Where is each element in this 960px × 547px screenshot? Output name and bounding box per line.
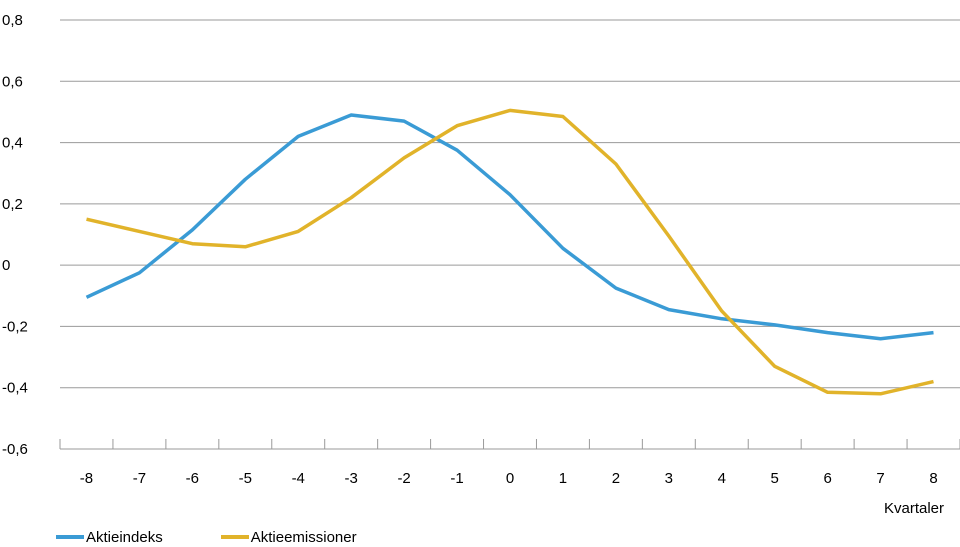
x-tick-label: 7 [876, 470, 884, 487]
x-tick-label: 1 [559, 470, 567, 487]
x-tick-label: -4 [292, 470, 305, 487]
y-tick-label: 0,2 [2, 196, 23, 213]
legend-item-aktieindeks: Aktieindeks [56, 529, 163, 546]
series-lines [85, 108, 934, 396]
y-tick-label: -0,2 [2, 318, 28, 335]
x-tick-label: -2 [397, 470, 410, 487]
series-line-aktieemissioner [86, 108, 934, 396]
legend-item-aktieemissioner: Aktieemissioner [220, 528, 357, 546]
gridlines [60, 19, 960, 389]
y-tick-label: -0,4 [2, 380, 28, 397]
x-axis [59, 439, 960, 450]
x-tick-label: 6 [823, 470, 831, 487]
y-tick-label: 0,6 [2, 73, 23, 90]
x-tick-label: 8 [929, 470, 937, 487]
x-tick-label: -3 [345, 470, 358, 487]
legend: Aktieindeks Aktieemissioner [56, 527, 415, 547]
x-tick-label: -8 [80, 470, 93, 487]
x-tick-labels: -8 -7 -6 -5 -4 -3 -2 -1 0 1 2 3 4 5 6 7 8 [80, 470, 938, 487]
x-axis-title: Kvartaler [884, 500, 944, 517]
x-tick-label: -6 [186, 470, 199, 487]
x-tick-label: 3 [665, 470, 673, 487]
x-tick-label: -7 [133, 470, 146, 487]
y-tick-label: 0 [2, 257, 10, 274]
legend-swatch-aktieemissioner [220, 535, 249, 539]
y-tick-labels: 0,8 0,6 0,4 0,2 0 -0,2 -0,4 -0,6 [2, 12, 28, 458]
legend-label-aktieindeks: Aktieindeks [86, 528, 163, 546]
y-tick-label: 0,4 [2, 135, 23, 152]
x-tick-label: 4 [718, 470, 726, 487]
x-tick-label: 2 [612, 470, 620, 487]
x-tick-label: 0 [506, 470, 514, 487]
y-tick-label: 0,8 [2, 12, 23, 29]
series-line-aktieindeks [85, 113, 934, 341]
x-tick-label: -1 [450, 470, 463, 487]
legend-label-aktieemissioner: Aktieemissioner [250, 528, 357, 546]
x-tick-label: 5 [771, 470, 779, 487]
x-tick-label: -5 [239, 470, 252, 487]
legend-swatch-aktieindeks [56, 535, 84, 539]
y-tick-label: -0,6 [2, 441, 28, 458]
